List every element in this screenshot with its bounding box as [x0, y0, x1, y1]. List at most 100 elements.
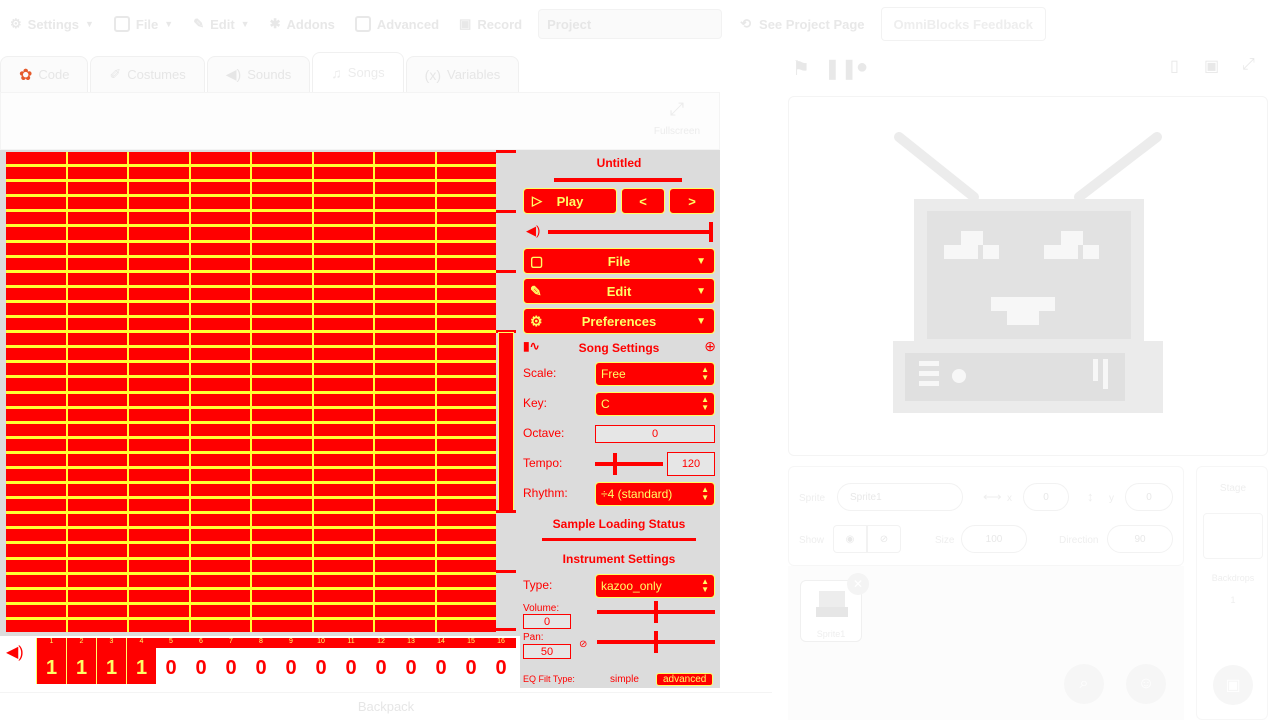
note-cell[interactable] — [252, 167, 312, 180]
show-hidden-button[interactable]: ⊘ — [867, 525, 901, 553]
previous-button[interactable]: < — [621, 188, 665, 214]
note-cell[interactable] — [313, 318, 373, 331]
note-cell[interactable] — [190, 438, 250, 451]
note-cell[interactable] — [436, 197, 496, 210]
scale-select[interactable]: Free ▲ ▼ — [595, 362, 715, 386]
note-cell[interactable] — [313, 619, 373, 632]
note-cell[interactable] — [67, 348, 127, 361]
note-cell[interactable] — [375, 408, 435, 421]
note-cell[interactable] — [190, 453, 250, 466]
note-cell[interactable] — [190, 619, 250, 632]
note-cell[interactable] — [67, 318, 127, 331]
note-cell[interactable] — [375, 272, 435, 285]
stop-icon[interactable]: ● — [856, 56, 869, 78]
sprite-name-input[interactable]: Sprite1 — [837, 483, 963, 511]
note-cell[interactable] — [252, 559, 312, 572]
note-cell[interactable] — [129, 468, 189, 482]
note-cell[interactable] — [6, 408, 66, 421]
note-cell[interactable] — [375, 167, 435, 180]
note-cell[interactable] — [6, 544, 66, 557]
note-cell[interactable] — [313, 242, 373, 255]
note-cell[interactable] — [252, 152, 312, 165]
note-cell[interactable] — [375, 378, 435, 391]
note-cell[interactable] — [436, 499, 496, 512]
note-cell[interactable] — [190, 604, 250, 617]
note-cell[interactable] — [313, 589, 373, 602]
note-cell[interactable] — [375, 302, 435, 316]
settings-menu[interactable]: ⚙ Settings ▼ — [0, 0, 104, 48]
note-cell[interactable] — [190, 242, 250, 255]
tab-songs[interactable]: ♫ Songs — [312, 52, 404, 92]
note-cell[interactable] — [375, 227, 435, 240]
note-cell[interactable] — [129, 514, 189, 527]
note-cell[interactable] — [313, 333, 373, 346]
note-cell[interactable] — [436, 604, 496, 617]
note-cell[interactable] — [190, 529, 250, 542]
note-cell[interactable] — [6, 333, 66, 346]
note-cell[interactable] — [252, 499, 312, 512]
note-cell[interactable] — [375, 242, 435, 255]
note-cell[interactable] — [129, 152, 189, 165]
note-cell[interactable] — [6, 484, 66, 497]
step-cell[interactable]: 10 0 — [306, 638, 336, 684]
note-cell[interactable] — [67, 287, 127, 300]
note-cell[interactable] — [6, 438, 66, 451]
note-cell[interactable] — [375, 529, 435, 542]
green-flag-icon[interactable]: ⚑ — [792, 58, 810, 80]
note-cell[interactable] — [252, 242, 312, 255]
note-cell[interactable] — [67, 438, 127, 451]
note-cell[interactable] — [313, 423, 373, 436]
step-cell[interactable]: 14 0 — [426, 638, 456, 684]
note-cell[interactable] — [252, 453, 312, 466]
note-cell[interactable] — [67, 242, 127, 255]
note-cell[interactable] — [436, 468, 496, 482]
note-cell[interactable] — [313, 152, 373, 165]
note-cell[interactable] — [252, 468, 312, 482]
pan-handle[interactable] — [654, 631, 658, 653]
note-cell[interactable] — [6, 182, 66, 195]
note-cell[interactable] — [252, 544, 312, 557]
note-cell[interactable] — [6, 227, 66, 240]
key-select[interactable]: C ▲ ▼ — [595, 392, 715, 416]
note-cell[interactable] — [375, 544, 435, 557]
search-icon[interactable]: ⌕ — [1064, 664, 1104, 704]
note-cell[interactable] — [313, 438, 373, 451]
note-cell[interactable] — [252, 182, 312, 195]
rhythm-select[interactable]: ÷4 (standard) ▲ ▼ — [595, 482, 715, 506]
note-cell[interactable] — [436, 302, 496, 316]
sprite-tile[interactable]: ✕ Sprite1 — [800, 573, 869, 642]
note-cell[interactable] — [6, 257, 66, 270]
note-cell[interactable] — [252, 257, 312, 270]
tempo-input[interactable]: 120 — [667, 452, 715, 476]
see-project-page-link[interactable]: ⟲ See Project Page — [740, 16, 864, 32]
note-cell[interactable] — [375, 423, 435, 436]
tab-sounds[interactable]: ◀) Sounds — [206, 56, 311, 92]
note-cell[interactable] — [6, 272, 66, 285]
edit-menu[interactable]: ✎ Edit ▼ — [183, 0, 259, 48]
note-cell[interactable] — [436, 589, 496, 602]
note-cell[interactable] — [67, 514, 127, 527]
volume-slider[interactable] — [548, 222, 713, 242]
note-cell[interactable] — [313, 378, 373, 391]
note-cell[interactable] — [313, 453, 373, 466]
note-cell[interactable] — [375, 287, 435, 300]
note-cell[interactable] — [6, 363, 66, 376]
addons-menu[interactable]: ✱ Addons — [260, 0, 345, 48]
note-cell[interactable] — [190, 499, 250, 512]
note-cell[interactable] — [313, 393, 373, 406]
note-cell[interactable] — [190, 333, 250, 346]
note-cell[interactable] — [436, 182, 496, 195]
crosshair-icon[interactable]: ⊕ — [704, 338, 716, 354]
note-cell[interactable] — [313, 544, 373, 557]
note-cell[interactable] — [67, 604, 127, 617]
note-cell[interactable] — [190, 257, 250, 270]
note-cell[interactable] — [252, 619, 312, 632]
scroll-thumb[interactable] — [498, 332, 514, 512]
note-cell[interactable] — [313, 302, 373, 316]
note-cell[interactable] — [252, 438, 312, 451]
volume-slider-handle[interactable] — [709, 222, 713, 242]
note-cell[interactable] — [129, 423, 189, 436]
note-cell[interactable] — [190, 574, 250, 587]
note-cell[interactable] — [6, 574, 66, 587]
